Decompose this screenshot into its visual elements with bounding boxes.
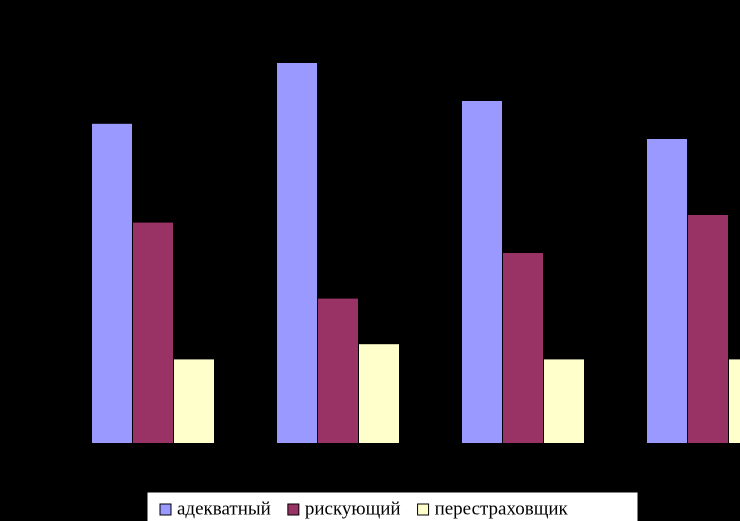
legend-label: перестраховщик <box>435 498 569 519</box>
bar <box>318 298 358 443</box>
bar <box>359 344 399 443</box>
bar <box>174 359 214 443</box>
legend-swatch <box>417 503 430 516</box>
bar <box>647 139 687 443</box>
bar <box>92 123 132 444</box>
bar <box>503 253 543 443</box>
legend-box <box>146 491 639 521</box>
bar <box>544 359 584 443</box>
bar <box>462 101 502 443</box>
bar <box>133 222 173 443</box>
legend-label: адекватный <box>177 498 271 519</box>
bar <box>277 63 317 443</box>
legend: адекватный рискующий перестраховщик <box>146 491 639 521</box>
legend-swatch <box>159 503 172 516</box>
legend-swatch <box>287 503 300 516</box>
bar <box>729 359 740 443</box>
legend-label: рискующий <box>305 498 401 519</box>
bar <box>688 215 728 443</box>
